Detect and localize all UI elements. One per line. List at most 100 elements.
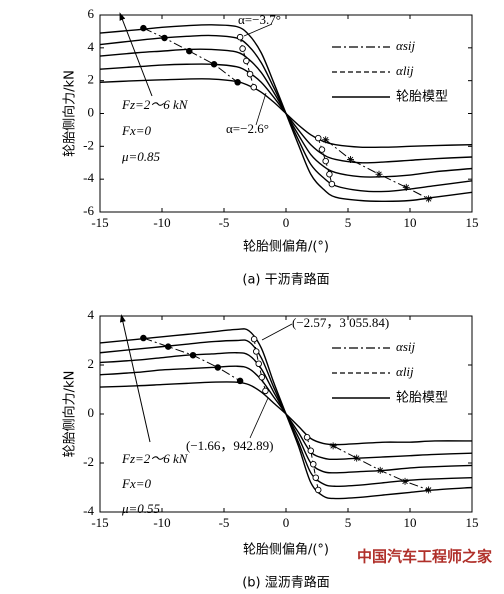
open-circle-marker (310, 460, 317, 468)
leader (255, 92, 267, 126)
asterisk-stroke (425, 487, 432, 493)
x-tick-label: -10 (153, 515, 170, 530)
legend-label: 轮胎模型 (396, 90, 448, 105)
leader (249, 397, 269, 439)
filled-circle-marker (140, 24, 147, 32)
open-circle-marker (303, 434, 311, 441)
open-circle-marker (236, 33, 244, 41)
open-circle-marker (255, 360, 262, 368)
legend-label: αsij (396, 339, 415, 354)
open-circle-marker (326, 170, 333, 178)
x-tick-label: 10 (404, 515, 417, 530)
y-axis-label: 轮胎侧向力/kN (62, 371, 78, 458)
annotation: Fx=0 (121, 123, 151, 138)
filled-circle-marker (164, 343, 172, 350)
asterisk-marker (322, 136, 330, 144)
asterisk-stroke (377, 467, 384, 474)
open-circle-marker (250, 335, 258, 343)
open-circle-marker (243, 57, 250, 65)
y-tick-label: 4 (88, 307, 95, 322)
asterisk-marker (425, 195, 433, 203)
asterisk-stroke (322, 136, 329, 143)
annotation: (−1.66，942.89) (186, 438, 274, 453)
asterisk-stroke (376, 171, 382, 178)
open-circle-marker (258, 374, 266, 381)
asterisk-marker (346, 155, 354, 163)
x-tick-label: 10 (404, 215, 417, 230)
open-circle-marker (239, 45, 246, 52)
arrow (119, 12, 153, 97)
open-circle-marker (252, 348, 260, 355)
filled-circle-marker (236, 377, 244, 385)
asterisk-marker (402, 183, 410, 191)
x-tick-label: -10 (153, 215, 170, 230)
x-tick-label: 15 (466, 215, 479, 230)
annotation: Fz=2～6 kN (121, 97, 189, 112)
y-tick-label: -6 (83, 203, 94, 218)
watermark: 中国汽车工程师之家 (357, 548, 492, 566)
annotation: μ=0.85 (121, 149, 161, 164)
y-tick-label: -4 (83, 170, 94, 185)
asterisk-stroke (425, 196, 432, 202)
asterisk-stroke (403, 184, 410, 191)
y-tick-label: -2 (83, 137, 94, 152)
filled-circle-marker (189, 351, 197, 359)
annotation: Fx=0 (121, 476, 151, 491)
caption: (b) 湿沥青路面 (242, 575, 330, 591)
filled-circle-marker (234, 79, 241, 86)
x-tick-label: 5 (345, 215, 352, 230)
x-tick-label: -5 (219, 515, 230, 530)
y-tick-label: 4 (88, 39, 95, 54)
annotation: α=−2.6° (226, 121, 269, 136)
y-tick-label: 2 (88, 72, 95, 87)
asterisk-stroke (347, 156, 354, 163)
x-axis-label: 轮胎侧偏角/(°) (243, 240, 329, 255)
x-axis-label: 轮胎侧偏角/(°) (243, 543, 329, 558)
filled-circle-marker (210, 61, 218, 68)
filled-circle-marker (161, 34, 168, 42)
open-circle-marker (318, 146, 326, 153)
asterisk-stroke (353, 455, 360, 461)
open-circle-marker (262, 387, 269, 395)
y-tick-label: 0 (88, 104, 95, 119)
y-tick-label: 2 (88, 356, 95, 371)
open-circle-marker (328, 180, 336, 188)
open-circle-marker (314, 486, 322, 494)
asterisk-stroke (330, 443, 336, 449)
y-axis-label: 轮胎侧向力/kN (62, 70, 78, 157)
x-tick-label: 15 (466, 515, 479, 530)
asterisk-marker (376, 466, 384, 474)
annotation: μ=0.55 (121, 501, 161, 516)
open-circle-marker (246, 70, 254, 78)
tire-model-curve (99, 328, 473, 500)
tire-model-curve (99, 24, 473, 203)
arrow (119, 314, 151, 443)
x-tick-label: -15 (91, 515, 108, 530)
y-tick-label: 6 (88, 6, 95, 21)
asterisk-stroke (402, 478, 408, 485)
annotation: α=−3.7° (238, 12, 281, 27)
x-tick-label: 0 (283, 215, 290, 230)
caption: (a) 干沥青路面 (242, 272, 329, 288)
asterisk-marker (425, 486, 433, 494)
leader (261, 323, 293, 341)
open-circle-marker (312, 474, 320, 481)
open-circle-marker (322, 157, 329, 165)
annotation: (−2.57，3 055.84) (292, 315, 389, 330)
y-tick-label: -4 (83, 503, 94, 518)
asterisk-marker (329, 442, 337, 450)
annotation: Fz=2～6 kN (121, 451, 189, 466)
filled-circle-marker (214, 364, 222, 371)
open-circle-marker (307, 447, 315, 455)
asterisk-marker (401, 477, 409, 485)
open-circle-marker (314, 134, 322, 142)
asterisk-marker (375, 170, 383, 178)
legend-label: αlij (396, 364, 414, 379)
x-tick-label: 5 (345, 515, 352, 530)
asterisk-marker (353, 454, 361, 462)
open-circle-marker (250, 83, 258, 91)
x-tick-label: -15 (91, 215, 108, 230)
filled-circle-marker (140, 334, 147, 342)
legend-label: αlij (396, 63, 414, 78)
